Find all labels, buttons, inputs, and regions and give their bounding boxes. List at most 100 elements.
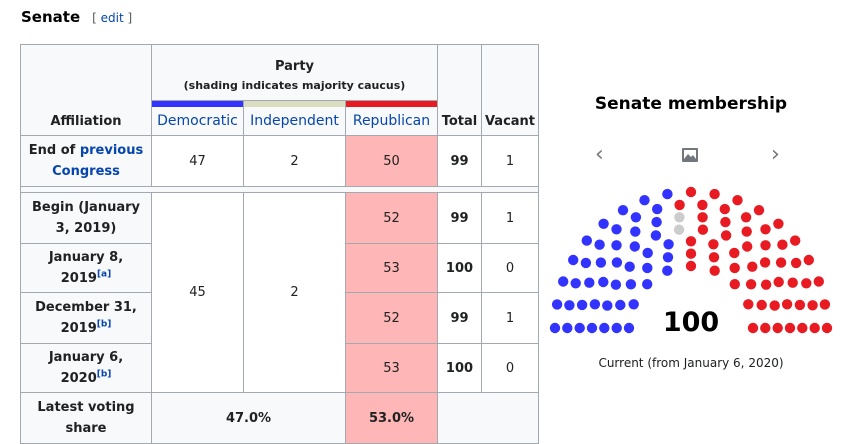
rep-share-cell: 53.0% [345,392,438,444]
vacant-header: Vacant [481,44,539,136]
row-label-dec31: December 31, 2019[b] [20,292,152,344]
republican-seat [760,279,772,290]
vacant-cell: 0 [481,343,539,393]
vacant-cell: 1 [481,292,539,344]
democratic-seat [598,218,609,229]
democratic-seat [611,322,622,334]
democratic-seat [581,235,592,246]
image-icon-graphic [682,148,698,162]
republican-seat [809,322,820,334]
democratic-seat [598,276,609,288]
republican-seat [756,299,767,311]
image-icon[interactable] [681,144,699,169]
republican-seat [720,230,732,241]
dem-seats-merged-cell: 45 [151,192,244,393]
democratic-seat [574,322,585,334]
democratic-link[interactable]: Democratic [157,113,238,129]
vacant-cell: 1 [481,135,539,187]
republican-seat [685,260,697,272]
party-header-label: Party [274,58,315,74]
democratic-seat [629,241,640,252]
democratic-seat [564,300,575,311]
republican-seat [797,322,808,334]
republican-seat [697,212,708,223]
democratic-seat [558,276,569,287]
independent-color-bar [244,101,345,107]
rep-seats-cell: 52 [345,192,438,244]
footnote-b[interactable]: [b] [96,319,112,330]
rep-seats-cell: 53 [345,243,438,293]
democratic-seat [662,252,674,263]
row-label-text: December 31, 2019 [35,300,137,336]
democratic-seat [599,322,610,334]
republican-seat [729,247,740,259]
republican-link[interactable]: Republican [352,113,431,129]
footnote-b[interactable]: [b] [96,369,112,380]
democratic-seat [617,205,629,216]
democratic-seat [610,279,622,290]
democratic-color-bar [152,101,243,107]
democratic-seat [662,265,673,276]
table-row: Begin (January 3, 2019) 45 2 52 99 1 [20,192,539,393]
republican-seat [781,299,793,310]
share-empty-cell [437,392,539,444]
total-cell: 99 [437,135,482,187]
independent-seat [673,224,685,235]
total-cell: 100 [437,243,482,293]
previous-arrow-icon[interactable]: ‹ [595,142,604,167]
democratic-seat [595,257,607,268]
ind-seats-cell: 2 [243,135,346,187]
democratic-seat [642,262,653,274]
republican-seat [775,257,787,268]
section-heading: Senate [ edit ] [21,8,132,26]
republican-seat [790,257,802,269]
republican-seat [674,199,685,211]
row-label-end-previous: End of previous Congress [20,135,152,187]
row-label-jan6: January 6, 2020[b] [20,343,152,393]
democratic-header[interactable]: Democratic [151,100,244,136]
republican-seat [747,261,758,272]
republican-header[interactable]: Republican [345,100,438,136]
republican-seat [801,278,812,289]
row-label-voting-share: Latest voting share [20,392,152,444]
rep-seats-cell: 53 [345,343,438,393]
republican-seat [760,240,771,251]
democratic-seat [584,277,595,288]
democratic-seat [589,299,601,310]
edit-bracket-close: ] [127,11,133,25]
republican-seat [790,235,801,246]
republican-seat [747,322,759,334]
republican-seat [729,279,740,290]
previous-congress-link[interactable]: previous Congress [52,143,144,179]
democratic-seat [628,299,639,310]
independent-link[interactable]: Independent [250,113,339,129]
republican-seat [772,322,783,334]
independent-seat [674,212,685,223]
democratic-seat [611,240,622,251]
republican-seat [732,195,743,206]
republican-seat [803,254,814,266]
total-seats-label: 100 [663,307,719,338]
edit-link[interactable]: edit [100,11,124,25]
table-row: January 8, 2019[a] 53 100 0 [20,243,539,293]
democratic-seat [576,299,588,311]
democratic-seat [630,226,641,237]
republican-seat [742,241,753,252]
republican-seat [745,279,757,290]
chart-caption: Current (from January 6, 2020) [598,356,784,370]
republican-seat [769,300,780,311]
next-arrow-icon[interactable]: › [771,142,780,167]
footnote-a[interactable]: [a] [96,269,112,280]
republican-seat [819,299,831,310]
republican-seat [753,205,765,216]
vacant-cell: 1 [481,192,539,244]
edit-bracket-open: [ [92,11,97,25]
table-row: January 6, 2020[b] 53 100 0 [20,343,539,393]
row-label-jan8: January 8, 2019[a] [20,243,152,293]
senate-table: Affiliation Party (shading indicates maj… [20,44,539,444]
democratic-seat [663,239,674,250]
democratic-seat [586,322,598,334]
dem-ind-share-cell: 47.0% [151,392,346,444]
independent-header[interactable]: Independent [243,100,346,136]
rep-seats-cell: 50 [345,135,438,187]
